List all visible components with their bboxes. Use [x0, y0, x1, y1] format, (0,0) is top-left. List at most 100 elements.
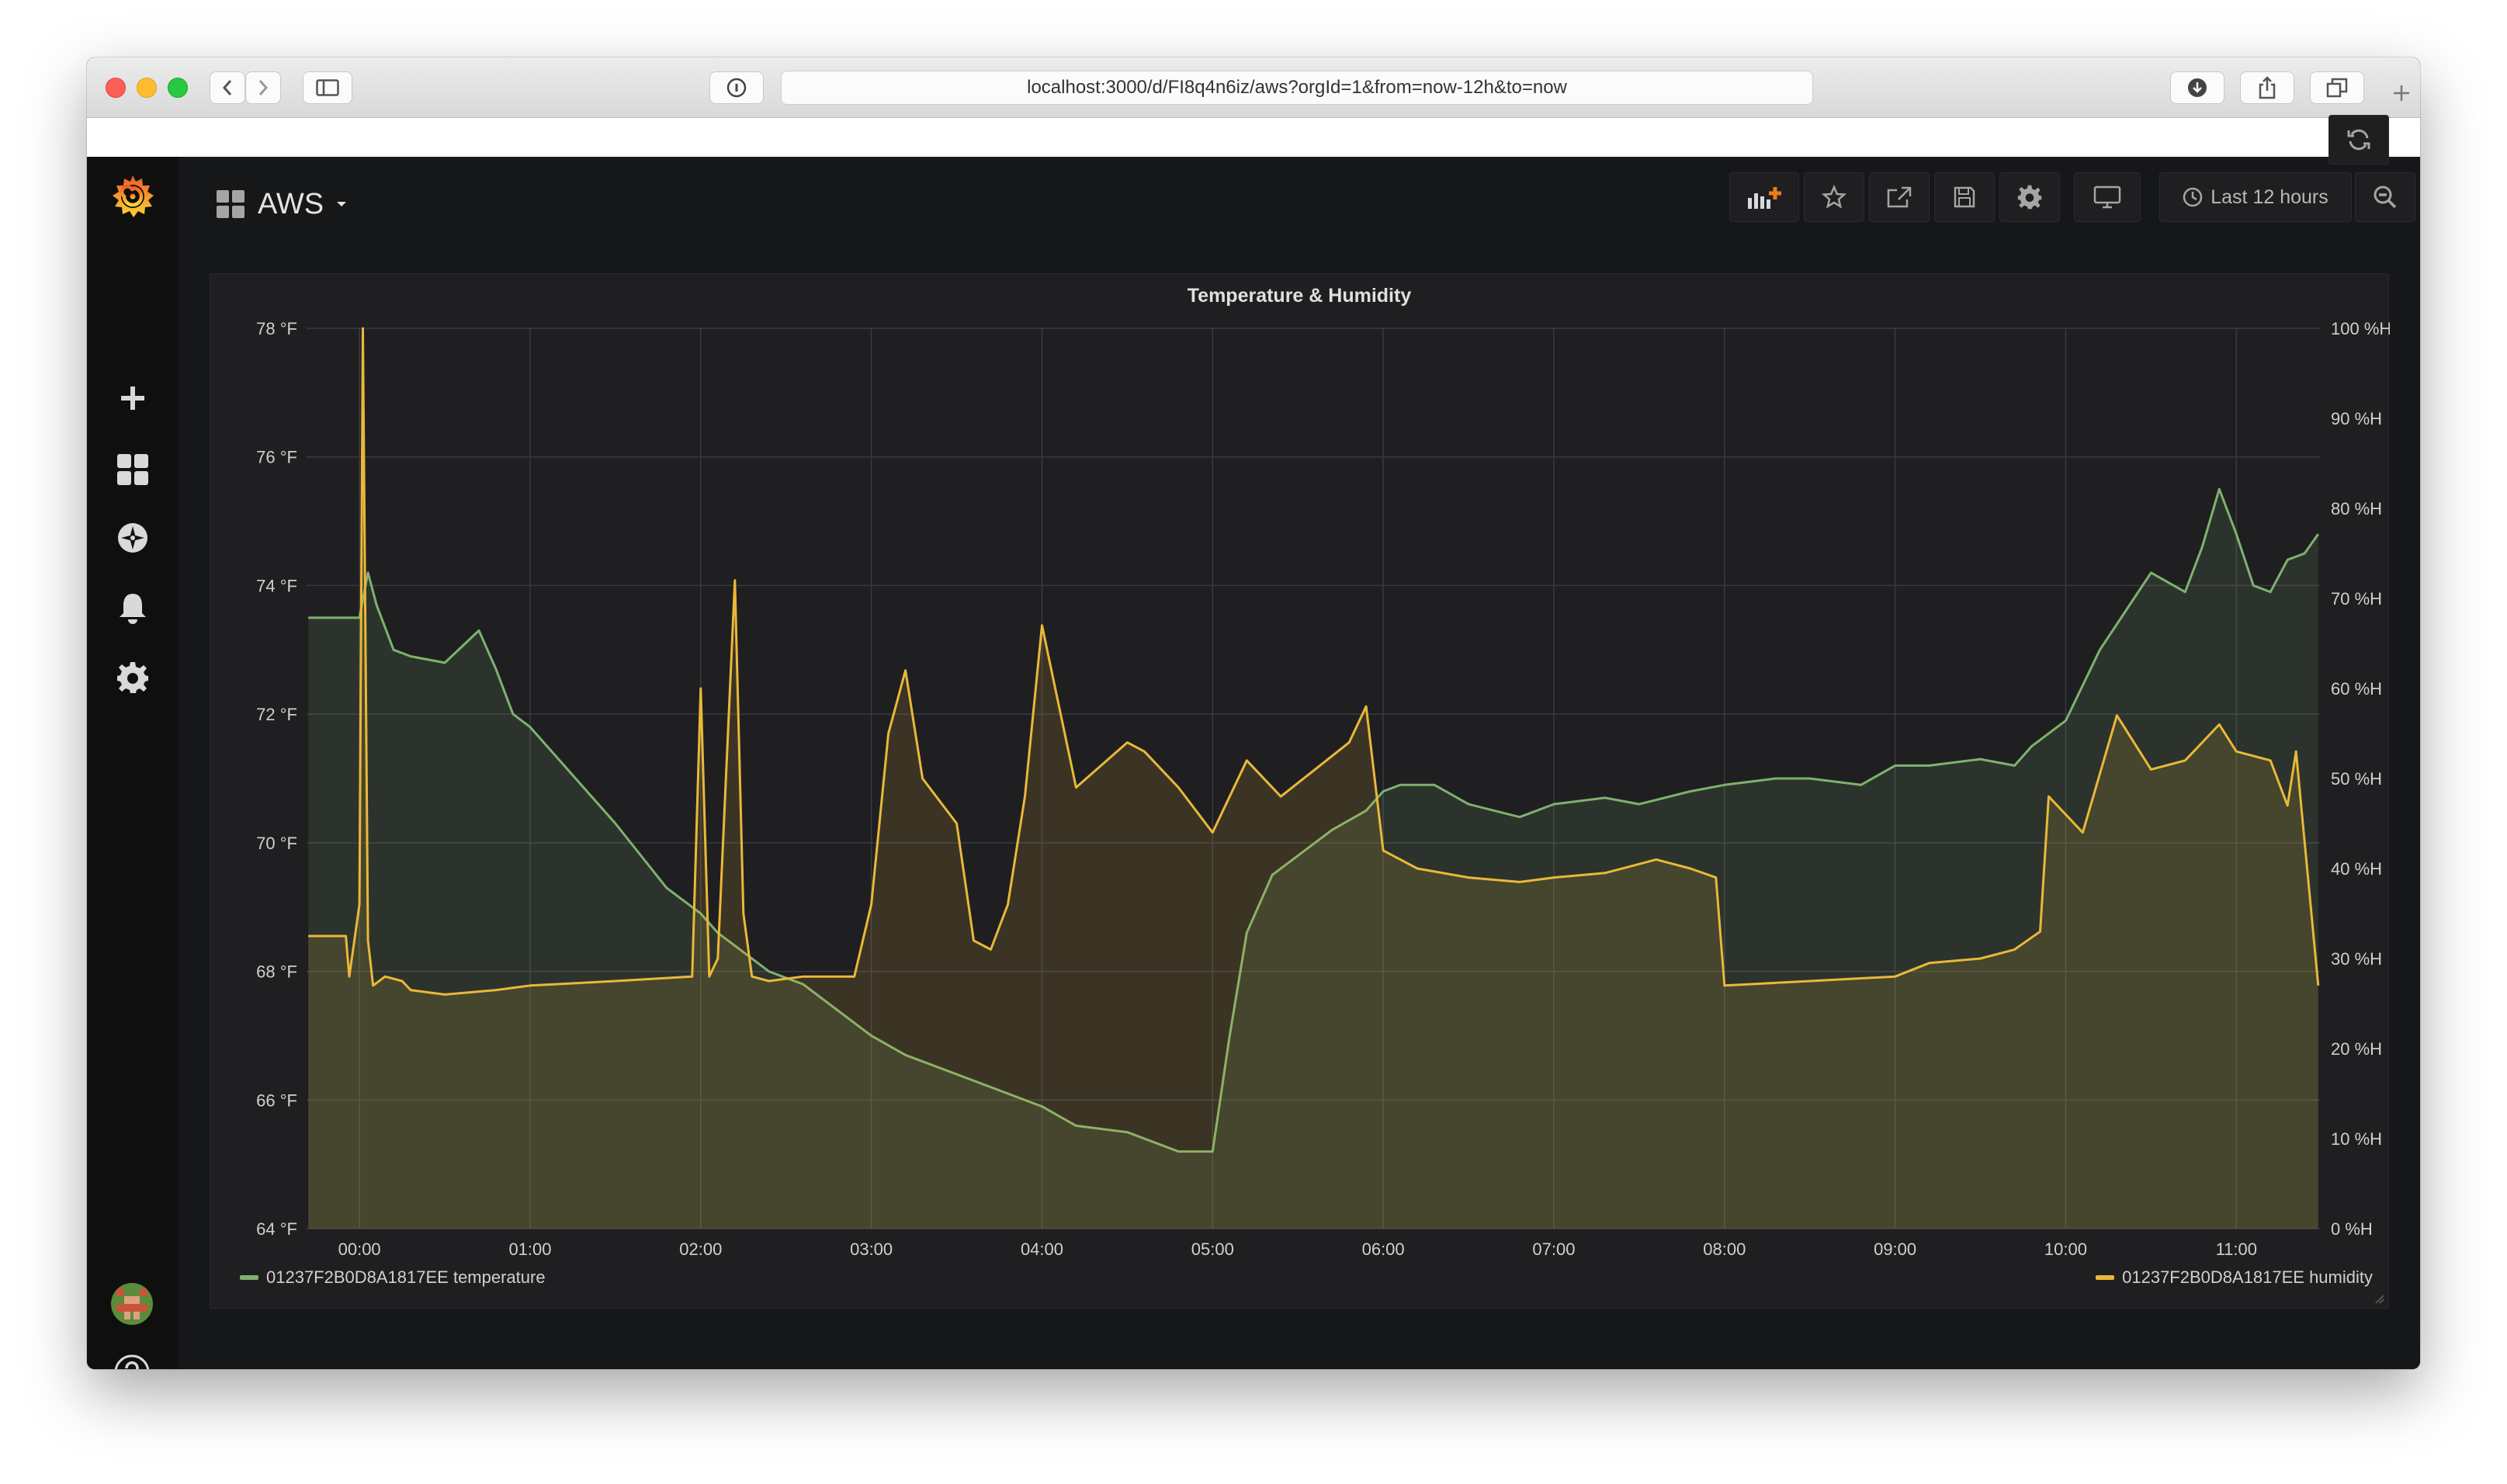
legend-temperature[interactable]: 01237F2B0D8A1817EE temperature: [240, 1267, 546, 1288]
y-right-tick-label: 0 %H: [2331, 1219, 2373, 1239]
y-right-tick-label: 100 %H: [2331, 319, 2390, 338]
x-tick-label: 00:00: [338, 1240, 381, 1259]
y-right-tick-label: 20 %H: [2331, 1039, 2382, 1059]
y-left-tick-label: 66 °F: [256, 1090, 297, 1110]
share-button[interactable]: [2240, 71, 2294, 104]
resize-handle-icon[interactable]: [2374, 1294, 2385, 1305]
view-mode-button[interactable]: [2074, 172, 2141, 222]
refresh-dashboard-button[interactable]: [2328, 115, 2389, 165]
create-plus-icon[interactable]: [113, 379, 152, 418]
grafana-logo-svg: [113, 175, 154, 217]
star-dashboard-button[interactable]: [1804, 172, 1864, 222]
site-info-button[interactable]: [709, 71, 764, 104]
back-button[interactable]: [210, 71, 245, 104]
x-tick-label: 11:00: [2216, 1240, 2257, 1259]
humidity-series-line: [308, 327, 2320, 996]
x-tick-label: 02:00: [679, 1240, 722, 1259]
address-bar[interactable]: localhost:3000/d/FI8q4n6iz/aws?orgId=1&f…: [781, 71, 1813, 105]
y-right-tick-label: 90 %H: [2331, 409, 2382, 428]
temperature-humidity-chart: 64 °F 66 °F 68 °F 70 °F 72 °F 74 °F 76 °F 78 °F…: [256, 319, 2390, 1259]
refresh-icon: [2347, 129, 2370, 151]
x-tick-label: 09:00: [1874, 1240, 1916, 1259]
x-tick-label: 07:00: [1532, 1240, 1575, 1259]
time-range-label: Last 12 hours: [2211, 186, 2328, 208]
y-right-tick-label: 70 %H: [2331, 589, 2382, 609]
tabs-overview-button[interactable]: [2310, 71, 2364, 104]
add-panel-icon: [1748, 187, 1781, 209]
caret-down-icon: [337, 202, 347, 206]
close-window-button[interactable]: [106, 78, 126, 98]
grafana-sidemenu: [87, 157, 179, 1369]
plus-icon: [2394, 85, 2409, 101]
browser-toolbar: localhost:3000/d/FI8q4n6iz/aws?orgId=1&f…: [87, 57, 2420, 118]
legend-temperature-swatch: [240, 1275, 258, 1280]
save-dashboard-button[interactable]: [1934, 172, 1995, 222]
temperature-series-area: [308, 489, 2318, 1229]
dashboard-grid-icon: [217, 190, 244, 218]
zoom-out-icon: [2374, 186, 2397, 209]
legend-humidity-label: 01237F2B0D8A1817EE humidity: [2122, 1267, 2373, 1287]
x-tick-label: 08:00: [1703, 1240, 1746, 1259]
dashboard-title: AWS: [258, 187, 324, 220]
y-right-tick-label: 10 %H: [2331, 1129, 2382, 1149]
y-right-tick-label: 80 %H: [2331, 499, 2382, 518]
x-tick-label: 06:00: [1362, 1240, 1405, 1259]
x-tick-label: 03:00: [850, 1240, 893, 1259]
y-left-tick-label: 64 °F: [256, 1219, 297, 1239]
legend-humidity-swatch: [2096, 1275, 2115, 1280]
monitor-icon: [2093, 186, 2121, 209]
y-left-tick-label: 78 °F: [256, 319, 297, 338]
x-tick-label: 01:00: [508, 1240, 551, 1259]
y-left-tick-label: 72 °F: [256, 705, 297, 724]
temperature-series-line: [308, 487, 2320, 1153]
new-tab-button[interactable]: [2383, 73, 2420, 113]
legend-temperature-label: 01237F2B0D8A1817EE temperature: [266, 1267, 546, 1287]
maximize-window-button[interactable]: [168, 78, 188, 98]
dashboards-grid-icon[interactable]: [113, 450, 152, 489]
chevron-left-icon: [222, 80, 232, 95]
y-left-tick-label: 68 °F: [256, 962, 297, 982]
share-icon: [2259, 76, 2276, 99]
sidebar-toggle-button[interactable]: [303, 71, 352, 104]
forward-button[interactable]: [245, 71, 281, 104]
panel-title[interactable]: Temperature & Humidity: [1187, 285, 1412, 307]
gear-icon: [2017, 185, 2042, 210]
time-picker-button[interactable]: Last 12 hours: [2159, 172, 2352, 222]
user-avatar[interactable]: [110, 1282, 154, 1326]
legend-humidity[interactable]: 01237F2B0D8A1817EE humidity: [2096, 1267, 2373, 1288]
star-icon: [1822, 185, 1846, 209]
avatar-icon: [111, 1283, 153, 1325]
explore-compass-icon[interactable]: [113, 518, 152, 557]
grafana-logo-icon[interactable]: [109, 172, 157, 220]
page-top-strip: [87, 118, 2420, 157]
sidebar-icon: [316, 79, 339, 96]
save-icon: [1954, 186, 1975, 208]
dashboard-picker[interactable]: AWS: [216, 183, 347, 225]
tabs-icon: [2326, 78, 2348, 98]
configuration-gear-icon[interactable]: [113, 658, 152, 697]
y-left-tick-label: 70 °F: [256, 834, 297, 853]
x-tick-label: 10:00: [2044, 1240, 2087, 1259]
y-right-tick-label: 60 %H: [2331, 679, 2382, 699]
share-icon: [1887, 186, 1912, 208]
x-tick-label: 04:00: [1021, 1240, 1063, 1259]
alerting-bell-icon[interactable]: [113, 588, 152, 627]
share-dashboard-button[interactable]: [1869, 172, 1930, 222]
help-icon[interactable]: [110, 1351, 154, 1369]
minimize-window-button[interactable]: [137, 78, 157, 98]
zoom-out-button[interactable]: [2355, 172, 2415, 222]
download-icon: [2188, 78, 2207, 97]
y-right-tick-label: 40 %H: [2331, 859, 2382, 879]
add-panel-button[interactable]: [1729, 172, 1799, 222]
humidity-series-area: [308, 328, 2318, 1229]
y-left-tick-label: 76 °F: [256, 448, 297, 467]
graph-panel[interactable]: Temperature & Humidity 64 °F 66 °F 68 °F 70…: [210, 273, 2390, 1309]
downloads-button[interactable]: [2170, 71, 2224, 104]
y-right-tick-label: 50 %H: [2331, 769, 2382, 789]
clock-icon: [2183, 187, 2203, 207]
dashboard-settings-button[interactable]: [1999, 172, 2060, 222]
url-text: localhost:3000/d/FI8q4n6iz/aws?orgId=1&f…: [1027, 77, 1567, 98]
y-right-tick-label: 30 %H: [2331, 949, 2382, 969]
chevron-right-icon: [258, 80, 269, 95]
x-tick-label: 05:00: [1191, 1240, 1234, 1259]
